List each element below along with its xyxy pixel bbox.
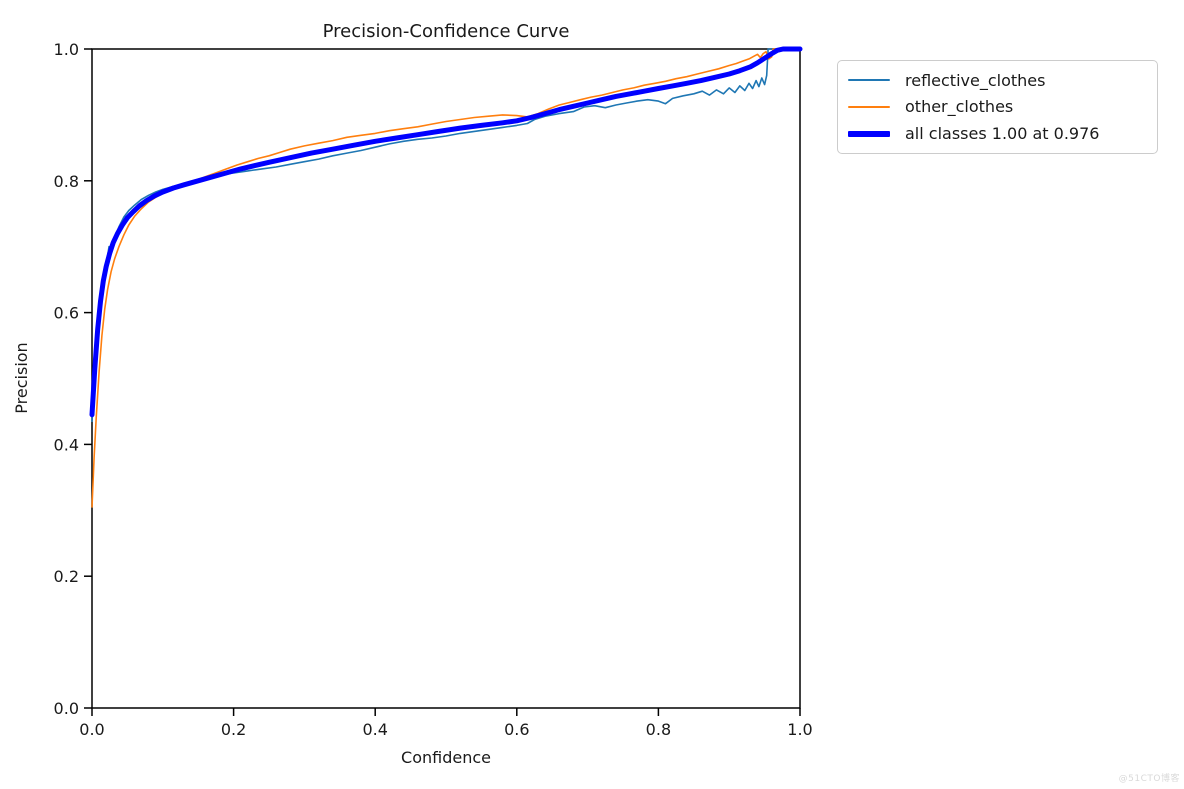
x-tick-label: 0.6 <box>504 720 529 739</box>
legend-line-sample <box>848 105 890 108</box>
curve-reflective_clothes <box>91 48 801 423</box>
y-tick-label: 0.2 <box>54 567 79 586</box>
legend-label: all classes 1.00 at 0.976 <box>905 124 1100 144</box>
x-tick-label: 0.2 <box>221 720 246 739</box>
legend-item-all-classes-1.00-at-0.976: all classes 1.00 at 0.976 <box>848 124 1147 143</box>
curve-other_clothes <box>91 48 801 508</box>
x-tick-label: 0.8 <box>646 720 671 739</box>
y-tick-label: 0.8 <box>54 172 79 191</box>
y-tick-label: 1.0 <box>54 40 79 59</box>
x-tick-label: 0.4 <box>362 720 387 739</box>
legend-line-sample <box>848 130 890 137</box>
legend-label: other_clothes <box>905 97 1014 117</box>
watermark: @51CTO博客 <box>1118 774 1180 784</box>
y-tick-label: 0.4 <box>54 435 79 454</box>
x-tick-label: 0.0 <box>79 720 104 739</box>
curve-all-classes-1.00-at-0.976 <box>89 46 803 418</box>
chart-title: Precision-Confidence Curve <box>323 21 570 42</box>
legend-item-other_clothes: other_clothes <box>848 97 1147 116</box>
legend-line-sample <box>848 79 890 82</box>
x-axis-label: Confidence <box>401 748 491 767</box>
axes: 0.0 0.2 0.4 0.6 0.8 1.0 0.0 0.2 0.4 0.6 0.8 1.0 <box>54 40 813 739</box>
curves <box>89 46 803 508</box>
legend-item-reflective_clothes: reflective_clothes <box>848 71 1147 90</box>
y-tick-label: 0.6 <box>54 304 79 323</box>
plot-border <box>91 48 801 709</box>
x-tick-label: 1.0 <box>787 720 812 739</box>
y-tick-label: 0.0 <box>54 699 79 718</box>
legend-label: reflective_clothes <box>905 70 1046 90</box>
y-axis-label: Precision <box>12 342 31 413</box>
